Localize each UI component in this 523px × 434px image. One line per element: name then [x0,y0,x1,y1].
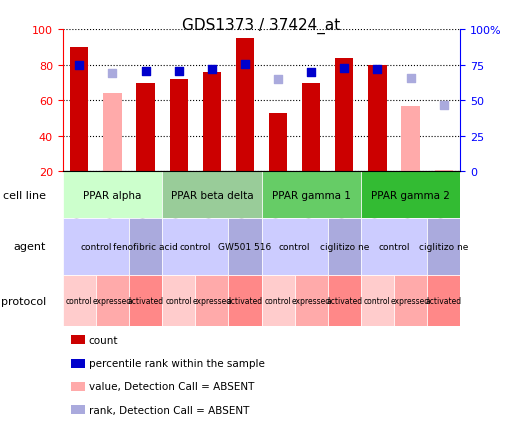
FancyBboxPatch shape [262,218,328,275]
Text: percentile rank within the sample: percentile rank within the sample [88,358,265,368]
FancyBboxPatch shape [294,275,328,327]
FancyBboxPatch shape [162,172,262,218]
Text: ciglitizo ne: ciglitizo ne [419,242,469,251]
Point [406,75,415,82]
Text: control: control [165,296,192,306]
Bar [169,80,188,172]
FancyBboxPatch shape [328,275,361,327]
Bar [104,94,121,172]
FancyBboxPatch shape [195,275,229,327]
Text: value, Detection Call = ABSENT: value, Detection Call = ABSENT [88,381,254,391]
Text: cell line: cell line [3,190,46,200]
Point [175,68,183,75]
FancyBboxPatch shape [162,218,229,275]
Bar [71,405,85,414]
Point [439,102,448,109]
FancyBboxPatch shape [361,172,460,218]
Text: control: control [66,296,93,306]
Text: activated: activated [128,296,164,306]
Bar [71,382,85,391]
Bar [137,83,155,172]
Bar [236,39,254,172]
Text: control: control [179,242,211,251]
Text: agent: agent [14,242,46,252]
Bar [71,335,85,345]
Point [373,66,382,73]
FancyBboxPatch shape [262,172,361,218]
Text: activated: activated [426,296,462,306]
Bar [269,114,287,172]
Text: expressed: expressed [391,296,430,306]
Bar [70,48,88,172]
FancyBboxPatch shape [63,218,129,275]
Text: control: control [378,242,410,251]
Point [75,62,84,69]
FancyBboxPatch shape [229,218,262,275]
FancyBboxPatch shape [427,275,460,327]
FancyBboxPatch shape [129,275,162,327]
Point [307,69,315,76]
Point [208,66,216,73]
FancyBboxPatch shape [328,218,361,275]
Text: activated: activated [227,296,263,306]
FancyBboxPatch shape [129,218,162,275]
FancyBboxPatch shape [394,275,427,327]
Bar [435,170,453,172]
Text: rank, Detection Call = ABSENT: rank, Detection Call = ABSENT [88,404,249,414]
FancyBboxPatch shape [361,275,394,327]
Text: PPAR gamma 1: PPAR gamma 1 [272,190,350,200]
Bar [402,106,419,172]
Point [241,61,249,68]
Bar [368,66,386,172]
Text: GW501 516: GW501 516 [218,242,271,251]
FancyBboxPatch shape [162,275,195,327]
Text: count: count [88,335,118,345]
Text: expressed: expressed [93,296,132,306]
Point [141,68,150,75]
Text: PPAR beta delta: PPAR beta delta [170,190,253,200]
Text: activated: activated [326,296,362,306]
Text: fenofibric acid: fenofibric acid [113,242,178,251]
Text: expressed: expressed [292,296,331,306]
FancyBboxPatch shape [63,275,96,327]
Text: control: control [265,296,291,306]
Point [340,65,348,72]
Text: control: control [80,242,111,251]
Text: control: control [279,242,310,251]
FancyBboxPatch shape [229,275,262,327]
Text: PPAR alpha: PPAR alpha [83,190,142,200]
FancyBboxPatch shape [427,218,460,275]
Bar [335,59,354,172]
FancyBboxPatch shape [361,218,427,275]
FancyBboxPatch shape [63,172,162,218]
Text: expressed: expressed [192,296,231,306]
Text: PPAR gamma 2: PPAR gamma 2 [371,190,450,200]
Bar [203,73,221,172]
Text: ciglitizo ne: ciglitizo ne [320,242,369,251]
Text: GDS1373 / 37424_at: GDS1373 / 37424_at [183,17,340,33]
Text: control: control [364,296,391,306]
FancyBboxPatch shape [96,275,129,327]
Bar [71,359,85,368]
Text: protocol: protocol [1,296,46,306]
FancyBboxPatch shape [262,275,294,327]
Point [108,71,117,78]
Bar [302,83,320,172]
Point [274,76,282,83]
